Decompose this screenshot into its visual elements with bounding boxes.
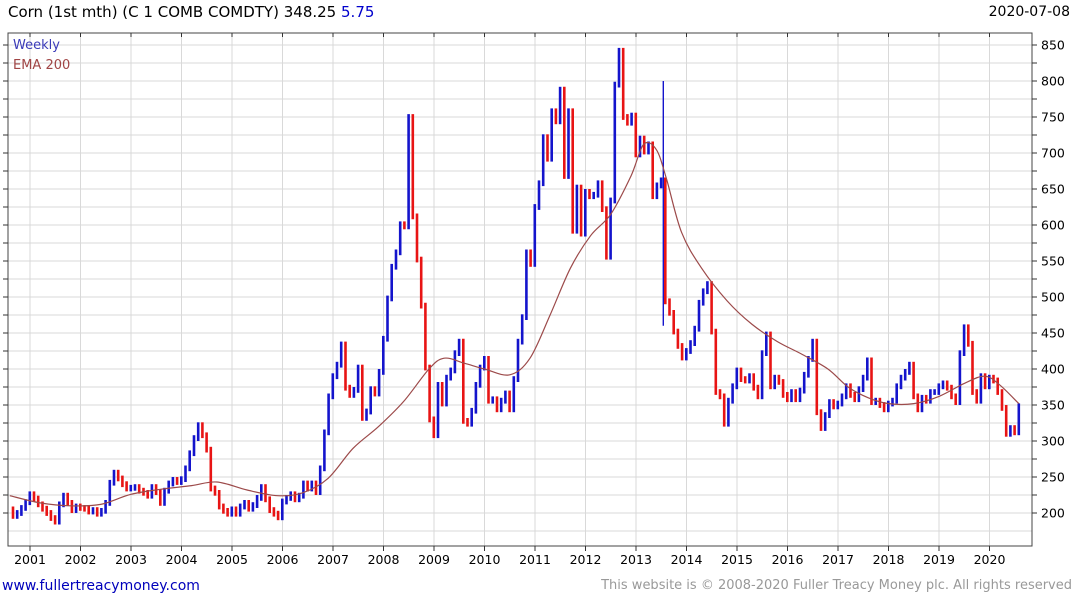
chart-legend: Weekly EMA 200 xyxy=(13,36,70,76)
x-axis-label: 2019 xyxy=(923,552,955,567)
y-axis-label: 600 xyxy=(1041,218,1065,233)
y-axis-label: 750 xyxy=(1041,110,1065,125)
x-axis-label: 2014 xyxy=(671,552,703,567)
price-series xyxy=(11,47,1021,525)
x-axis-label: 2015 xyxy=(721,552,753,567)
y-axis-label: 450 xyxy=(1041,326,1065,341)
footer: www.fullertreacymoney.com This website i… xyxy=(0,572,1075,600)
x-axis-label: 2012 xyxy=(570,552,602,567)
x-axis-label: 2005 xyxy=(216,552,248,567)
x-axis-label: 2016 xyxy=(772,552,804,567)
y-axis-label: 850 xyxy=(1041,38,1065,53)
x-axis-label: 2020 xyxy=(974,552,1006,567)
x-axis-label: 2010 xyxy=(469,552,501,567)
x-axis-label: 2009 xyxy=(418,552,450,567)
y-axis-label: 400 xyxy=(1041,362,1065,377)
y-axis-label: 300 xyxy=(1041,434,1065,449)
y-axis-label: 550 xyxy=(1041,254,1065,269)
price-change: 5.75 xyxy=(341,3,375,21)
plot-border xyxy=(7,32,1033,547)
x-axis-label: 2011 xyxy=(519,552,551,567)
y-axis-label: 700 xyxy=(1041,146,1065,161)
x-axis-label: 2001 xyxy=(14,552,46,567)
gridlines xyxy=(8,33,1032,546)
x-axis-label: 2007 xyxy=(317,552,349,567)
chart-title: Corn (1st mth) (C 1 COMB COMDTY) 348.25 … xyxy=(8,3,374,21)
x-axis-label: 2013 xyxy=(620,552,652,567)
axis-ticks xyxy=(3,33,1037,551)
chart-date: 2020-07-08 xyxy=(988,4,1070,20)
ema-line xyxy=(9,141,1020,507)
x-axis-label: 2017 xyxy=(822,552,854,567)
y-axis-label: 350 xyxy=(1041,398,1065,413)
x-axis-label: 2002 xyxy=(65,552,97,567)
y-axis-label: 500 xyxy=(1041,290,1065,305)
y-axis-label: 800 xyxy=(1041,74,1065,89)
x-axis-label: 2006 xyxy=(267,552,299,567)
x-axis-label: 2008 xyxy=(368,552,400,567)
legend-weekly-label: Weekly xyxy=(13,38,60,53)
y-axis-label: 650 xyxy=(1041,182,1065,197)
y-axis-label: 250 xyxy=(1041,470,1065,485)
x-axis-label: 2003 xyxy=(115,552,147,567)
x-axis-label: 2018 xyxy=(873,552,905,567)
last-price: 348.25 xyxy=(283,3,337,21)
x-axis-label: 2004 xyxy=(166,552,198,567)
instrument-name: Corn (1st mth) (C 1 COMB COMDTY) xyxy=(8,3,279,21)
y-axis-label: 200 xyxy=(1041,506,1065,521)
footer-site-link[interactable]: www.fullertreacymoney.com xyxy=(2,578,200,594)
legend-ema-label: EMA 200 xyxy=(13,58,71,73)
footer-copyright: This website is © 2008-2020 Fuller Treac… xyxy=(601,578,1072,593)
